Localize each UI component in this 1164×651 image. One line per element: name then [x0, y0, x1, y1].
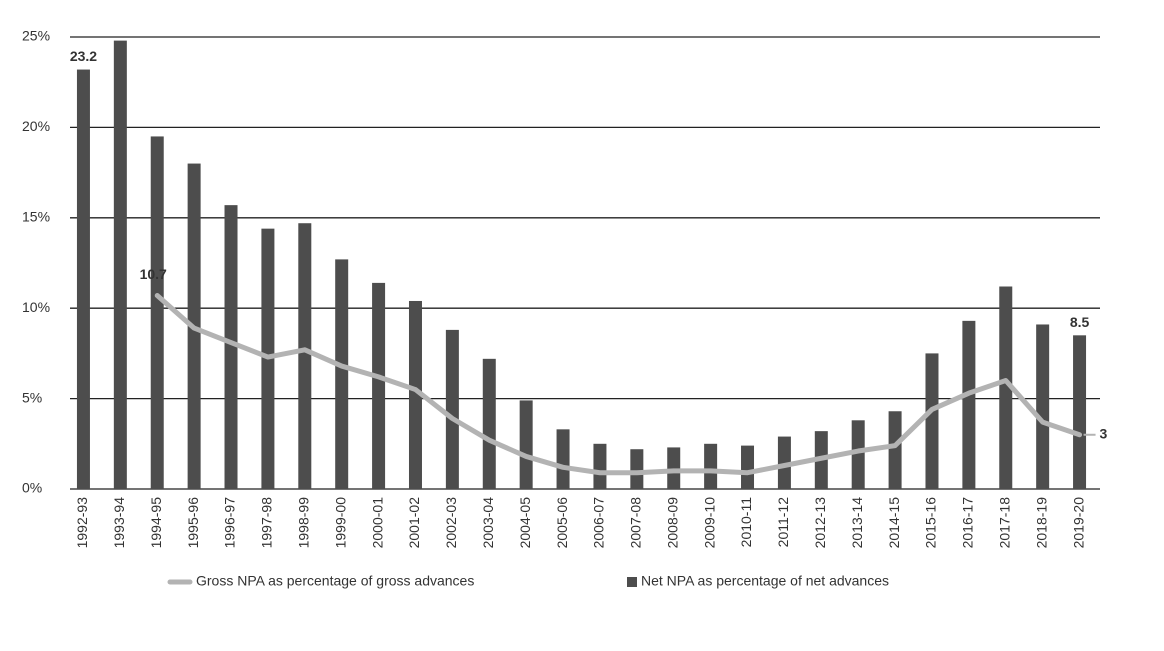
data-label: 8.5 — [1070, 314, 1090, 330]
y-tick-label: 25% — [22, 28, 50, 44]
x-tick-label: 1992-93 — [74, 497, 90, 549]
x-tick-label: 2013-14 — [849, 497, 865, 549]
y-tick-label: 10% — [22, 299, 50, 315]
bar — [408, 300, 422, 489]
x-tick-label: 2006-07 — [591, 497, 607, 549]
bar — [630, 449, 644, 489]
x-tick-label: 2014-15 — [886, 497, 902, 549]
x-tick-label: 2015-16 — [923, 497, 939, 549]
bar — [962, 320, 976, 489]
x-tick-label: 2016-17 — [960, 497, 976, 549]
x-tick-label: 2018-19 — [1033, 497, 1049, 549]
bar — [1073, 335, 1087, 489]
bar — [519, 400, 533, 489]
x-tick-label: 2000-01 — [369, 497, 385, 549]
y-tick-label: 15% — [22, 209, 50, 225]
line — [154, 293, 1083, 476]
bar — [888, 411, 902, 489]
bar — [777, 436, 791, 489]
x-tick-label: 1994-95 — [148, 497, 164, 549]
bar — [704, 443, 718, 489]
data-label: 3 — [1100, 425, 1108, 441]
bar — [482, 358, 496, 489]
bar — [298, 223, 312, 489]
bar — [372, 282, 386, 489]
legend-label: Gross NPA as percentage of gross advance… — [196, 573, 474, 589]
x-tick-label: 2005-06 — [554, 497, 570, 549]
x-tick-label: 1993-94 — [111, 497, 127, 549]
bar — [556, 429, 570, 489]
x-tick-label: 2007-08 — [628, 497, 644, 549]
bar — [851, 420, 865, 489]
bar — [925, 353, 939, 489]
x-tick-label: 2017-18 — [996, 497, 1012, 549]
x-tick-label: 2009-10 — [701, 497, 717, 549]
bar — [741, 445, 755, 489]
x-tick-label: 2003-04 — [480, 497, 496, 549]
bar — [999, 286, 1013, 489]
data-label: 10.7 — [140, 266, 167, 282]
y-tick-label: 0% — [22, 480, 42, 496]
bar — [445, 329, 459, 489]
legend-label: Net NPA as percentage of net advances — [641, 573, 889, 589]
bar — [224, 205, 238, 490]
bar — [1036, 324, 1050, 489]
bar — [150, 136, 164, 489]
x-tick-label: 1996-97 — [222, 497, 238, 549]
bar — [593, 443, 607, 489]
x-tick-label: 2011-12 — [775, 497, 791, 548]
bar — [76, 69, 90, 489]
x-tick-label: 1998-99 — [296, 497, 312, 549]
data-label: 23.2 — [70, 48, 97, 64]
x-tick-label: 2008-09 — [664, 497, 680, 549]
x-tick-label: 1999-00 — [332, 497, 348, 549]
bar — [667, 447, 681, 489]
bar — [335, 259, 349, 489]
x-tick-label: 2002-03 — [443, 497, 459, 549]
x-tick-label: 1995-96 — [185, 497, 201, 549]
bar — [113, 40, 127, 490]
x-tick-label: 2019-20 — [1070, 497, 1086, 549]
legend-swatch — [627, 577, 637, 587]
x-tick-label: 2012-13 — [812, 497, 828, 549]
y-tick-label: 5% — [22, 389, 42, 405]
y-tick-label: 20% — [22, 118, 50, 134]
x-tick-label: 1997-98 — [259, 497, 275, 549]
x-tick-label: 2001-02 — [406, 497, 422, 549]
x-tick-label: 2004-05 — [517, 497, 533, 549]
x-tick-label: 2010-11 — [738, 497, 754, 548]
